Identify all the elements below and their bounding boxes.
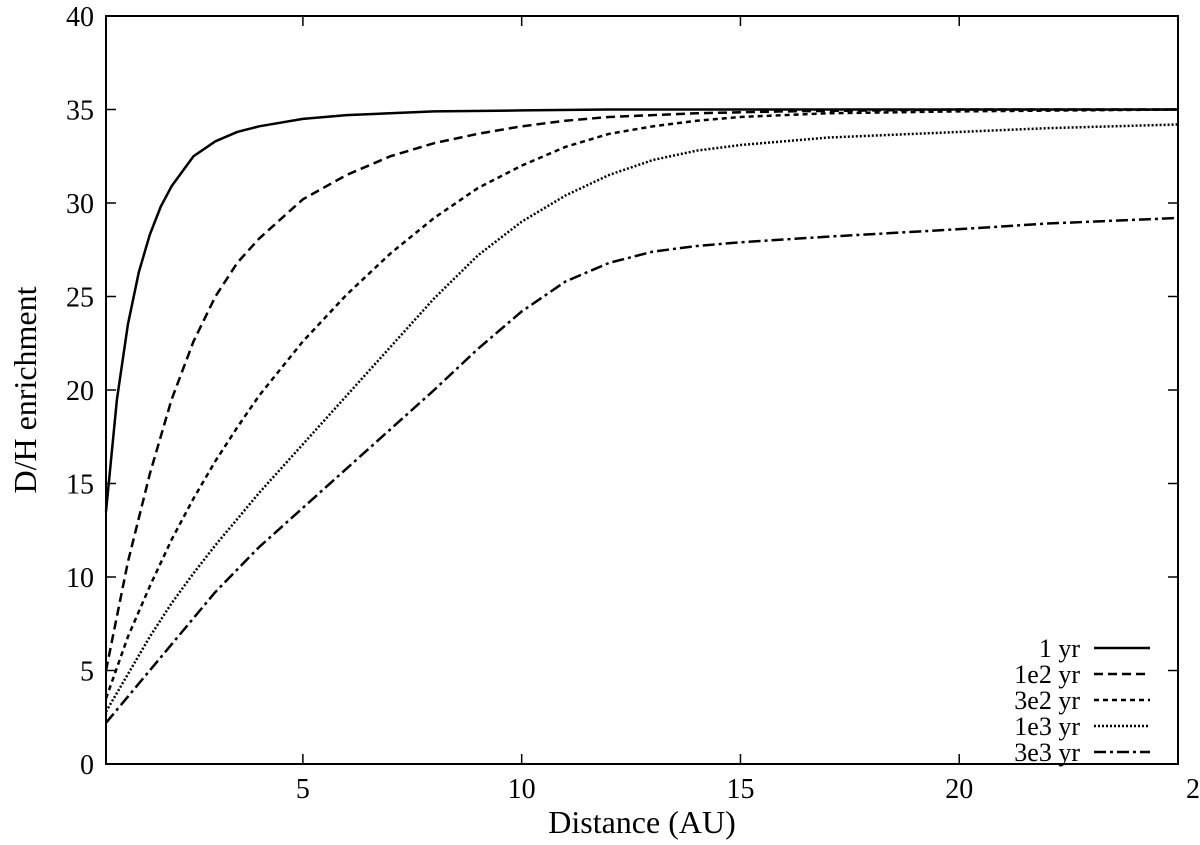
series-line-3 bbox=[104, 108, 1179, 699]
x-tick-label: 5 bbox=[296, 774, 310, 805]
y-tick-label: 30 bbox=[66, 189, 94, 220]
y-tick-label: 5 bbox=[80, 657, 94, 688]
series-line-1 bbox=[104, 108, 1178, 512]
legend-label: 1 yr bbox=[1039, 634, 1081, 663]
plot-area-frame bbox=[105, 15, 1179, 765]
y-tick-label: 35 bbox=[66, 96, 94, 127]
y-tick-label: 0 bbox=[80, 750, 94, 781]
legend-label: 3e2 yr bbox=[1014, 686, 1080, 715]
series-line-4 bbox=[104, 123, 1179, 713]
y-axis-label: D/H enrichment bbox=[7, 286, 43, 493]
series-line-2 bbox=[104, 108, 1178, 671]
x-tick-label: 20 bbox=[945, 774, 973, 805]
y-tick-label: 10 bbox=[66, 563, 94, 594]
ticks-layer: 0 5 10 15 20 25 30 35 40 5 10 15 20 25 bbox=[66, 2, 1200, 805]
x-tick-label: 10 bbox=[508, 774, 536, 805]
x-tick-label: 25 bbox=[1186, 774, 1200, 805]
y-tick-label: 20 bbox=[66, 376, 94, 407]
y-tick-label: 15 bbox=[66, 470, 94, 501]
y-tick-label: 25 bbox=[66, 283, 94, 314]
legend-label: 3e3 yr bbox=[1014, 738, 1080, 767]
series-layer bbox=[104, 108, 1179, 724]
x-tick-label: 15 bbox=[726, 774, 754, 805]
legend-label: 1e3 yr bbox=[1014, 712, 1080, 741]
x-axis-label: Distance (AU) bbox=[548, 804, 735, 840]
y-tick-label: 40 bbox=[66, 2, 94, 33]
series-line-5 bbox=[105, 216, 1179, 724]
legend-label: 1e2 yr bbox=[1014, 660, 1080, 689]
